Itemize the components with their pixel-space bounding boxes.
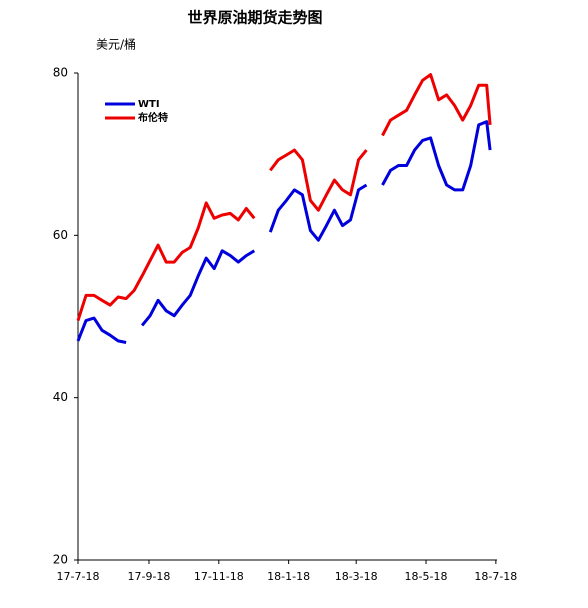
y-tick-label: 80 bbox=[53, 66, 68, 80]
series-line bbox=[76, 73, 492, 322]
x-tick-label: 17-9-18 bbox=[128, 570, 171, 583]
x-tick-label: 18-3-18 bbox=[335, 570, 378, 583]
chart-title: 世界原油期货走势图 bbox=[187, 9, 322, 27]
legend-label: 布伦特 bbox=[138, 111, 168, 124]
x-tick-label: 18-7-18 bbox=[474, 570, 517, 583]
y-tick-label: 60 bbox=[53, 228, 68, 242]
series-line bbox=[76, 120, 492, 344]
x-tick-label: 18-5-18 bbox=[405, 570, 448, 583]
y-axis-label: 美元/桶 bbox=[96, 37, 136, 52]
y-tick-label: 20 bbox=[53, 553, 68, 567]
legend-label: WTI bbox=[138, 99, 160, 110]
y-tick-label: 40 bbox=[53, 390, 68, 404]
x-tick-label: 17-7-18 bbox=[57, 570, 100, 583]
x-tick-label: 17-11-18 bbox=[194, 570, 244, 583]
x-tick-label: 18-1-18 bbox=[267, 570, 310, 583]
